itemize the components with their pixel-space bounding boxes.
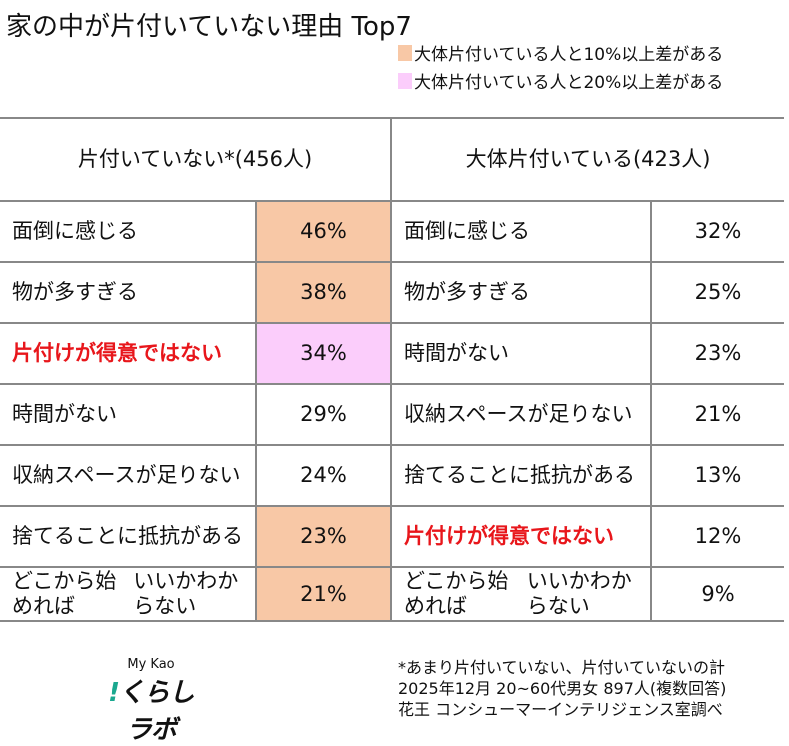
reason-cell: 捨てることに 抵抗がある bbox=[0, 507, 257, 568]
reason-text: 足りない bbox=[156, 463, 241, 487]
reason-text: 収納スペースが bbox=[404, 402, 549, 426]
reason-text: 片付けが得意 bbox=[12, 341, 138, 365]
reason-cell: 片付けが得意 ではない bbox=[0, 324, 257, 385]
reason-text: 片付けが得意 bbox=[404, 524, 530, 548]
reason-text: いいかわからない bbox=[526, 569, 632, 618]
reason-cell: 面倒に感じる bbox=[0, 202, 257, 263]
column-header-not-tidy: 片付いていない*(456人) bbox=[0, 119, 392, 202]
legend-label: 大体片付いている人と10%以上差がある bbox=[414, 45, 724, 65]
reason-text: どこから始めれば bbox=[404, 569, 509, 618]
reason-text: 収納スペースが bbox=[12, 463, 157, 487]
reason-text: 時間がない bbox=[404, 341, 509, 365]
ranking-table: 片付いていない*(456人) 大体片付いている(423人) 面倒に感じる 46% 面… bbox=[0, 117, 784, 622]
reason-cell: どこから始めれば いいかわからない bbox=[392, 568, 652, 620]
reason-text: 面倒に感じる bbox=[12, 219, 138, 243]
percent-cell: 29% bbox=[257, 385, 392, 446]
footnote: 2025年12月 20~60代男女 897人(複数回答) bbox=[398, 679, 727, 698]
reason-cell: 時間がない bbox=[392, 324, 652, 385]
reason-text: どこから始めれば bbox=[12, 569, 117, 618]
percent-cell: 9% bbox=[701, 581, 735, 606]
reason-cell: 収納スペースが 足りない bbox=[0, 446, 257, 507]
legend-swatch bbox=[398, 44, 412, 61]
kao-kurashi-lab-logo: My Kao !くらしラボ bbox=[108, 657, 195, 745]
reason-text: 足りない bbox=[548, 402, 633, 426]
column-header-tidy: 大体片付いている(423人) bbox=[392, 119, 784, 202]
percent-cell: 32% bbox=[652, 202, 784, 263]
percent-cell: 24% bbox=[257, 446, 392, 507]
footnote: 花王 コンシューマーインテリジェンス室調べ bbox=[398, 700, 723, 719]
reason-text: 捨てることに bbox=[12, 524, 138, 548]
reason-text: 面倒に感じる bbox=[404, 219, 530, 243]
reason-cell: 時間がない bbox=[0, 385, 257, 446]
percent-cell: 21% bbox=[257, 568, 392, 620]
percent-cell: 46% bbox=[257, 202, 392, 263]
percent-cell: 21% bbox=[652, 385, 784, 446]
reason-cell: 物が多すぎる bbox=[0, 263, 257, 324]
percent-cell: 34% bbox=[257, 324, 392, 385]
reason-text: 抵抗がある bbox=[530, 463, 635, 487]
reason-text: 時間がない bbox=[12, 402, 117, 426]
percent-cell: 23% bbox=[652, 324, 784, 385]
footnote: *あまり片付いていない、片付いていないの計 bbox=[398, 658, 726, 677]
footnotes: *あまり片付いていない、片付いていないの計 2025年12月 20~60代男女 … bbox=[398, 657, 726, 720]
legend-swatch bbox=[398, 72, 412, 89]
reason-text: いいかわからない bbox=[133, 569, 239, 618]
reason-text: 捨てることに bbox=[404, 463, 530, 487]
reason-text: ではない bbox=[530, 524, 614, 548]
page-title: 家の中が片付いていない理由 Top7 bbox=[6, 12, 412, 42]
percent-cell: 38% bbox=[257, 263, 392, 324]
percent-cell: 13% bbox=[652, 446, 784, 507]
legend-item-10pct: 大体片付いている人と10%以上差がある bbox=[398, 40, 723, 65]
reason-cell: 面倒に感じる bbox=[392, 202, 652, 263]
percent-cell: 25% bbox=[652, 263, 784, 324]
legend-label: 大体片付いている人と20%以上差がある bbox=[414, 73, 724, 93]
percent-cell: 12% bbox=[652, 507, 784, 568]
reason-text: ではない bbox=[138, 341, 222, 365]
reason-cell: 片付けが得意 ではない bbox=[392, 507, 652, 568]
reason-cell: 収納スペースが 足りない bbox=[392, 385, 652, 446]
reason-cell: 物が多すぎる bbox=[392, 263, 652, 324]
reason-text: 物が多すぎる bbox=[12, 280, 138, 304]
reason-cell: どこから始めれば いいかわからない bbox=[0, 568, 257, 620]
percent-cell: 23% bbox=[257, 507, 392, 568]
legend-item-20pct: 大体片付いている人と20%以上差がある bbox=[398, 68, 723, 93]
reason-text: 物が多すぎる bbox=[404, 280, 530, 304]
reason-text: 抵抗がある bbox=[138, 524, 243, 548]
reason-cell: 捨てることに 抵抗がある bbox=[392, 446, 652, 507]
